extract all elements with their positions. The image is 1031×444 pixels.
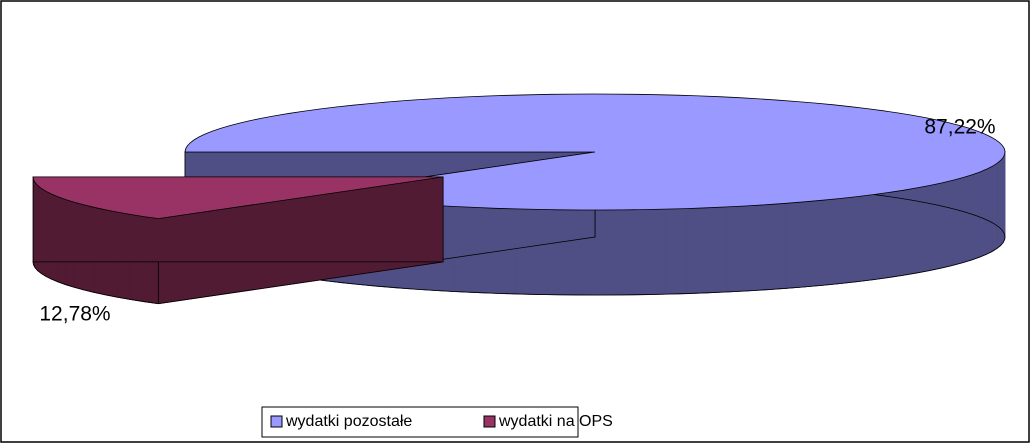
slice-wall — [839, 196, 858, 284]
slice-wall — [785, 201, 806, 289]
slice-wall — [985, 165, 993, 255]
slice-wall — [952, 177, 963, 266]
legend-label: wydatki pozostałe — [285, 413, 412, 430]
slice-wall — [685, 207, 708, 294]
data-label: 12,78% — [39, 303, 110, 326]
slice-wall — [856, 194, 874, 283]
slice-wall — [766, 202, 787, 291]
slice-wall — [706, 206, 728, 294]
slice-wall — [643, 208, 666, 295]
slice-wall — [962, 174, 972, 264]
slice-wall — [996, 159, 1002, 250]
slice-wall — [929, 182, 942, 272]
legend-swatch — [483, 415, 496, 428]
slice-wall — [991, 162, 998, 253]
slice-wall — [726, 205, 748, 293]
legend-box — [261, 406, 579, 438]
pie: 87,22% 12,78% — [32, 93, 1006, 326]
slice-wall — [822, 198, 841, 286]
legend: wydatki pozostałe wydatki na OPS — [270, 413, 613, 430]
legend-label: wydatki na OPS — [498, 413, 613, 430]
slice-wall — [664, 208, 687, 295]
slice-top — [184, 93, 1006, 211]
data-label: 87,22% — [924, 116, 995, 139]
slice-wall — [746, 204, 768, 292]
slice-wall — [916, 185, 930, 274]
slice-wall — [941, 179, 953, 269]
legend-swatch — [270, 415, 283, 428]
slice-wall — [804, 199, 824, 288]
slice-wall — [978, 168, 987, 258]
slice-wall — [888, 189, 904, 278]
slice-wall — [600, 209, 623, 296]
pie-slice — [32, 176, 444, 305]
slice-top — [32, 176, 444, 220]
slice-edge — [32, 261, 159, 305]
slice-wall — [872, 192, 889, 281]
slice-wall — [622, 209, 645, 296]
